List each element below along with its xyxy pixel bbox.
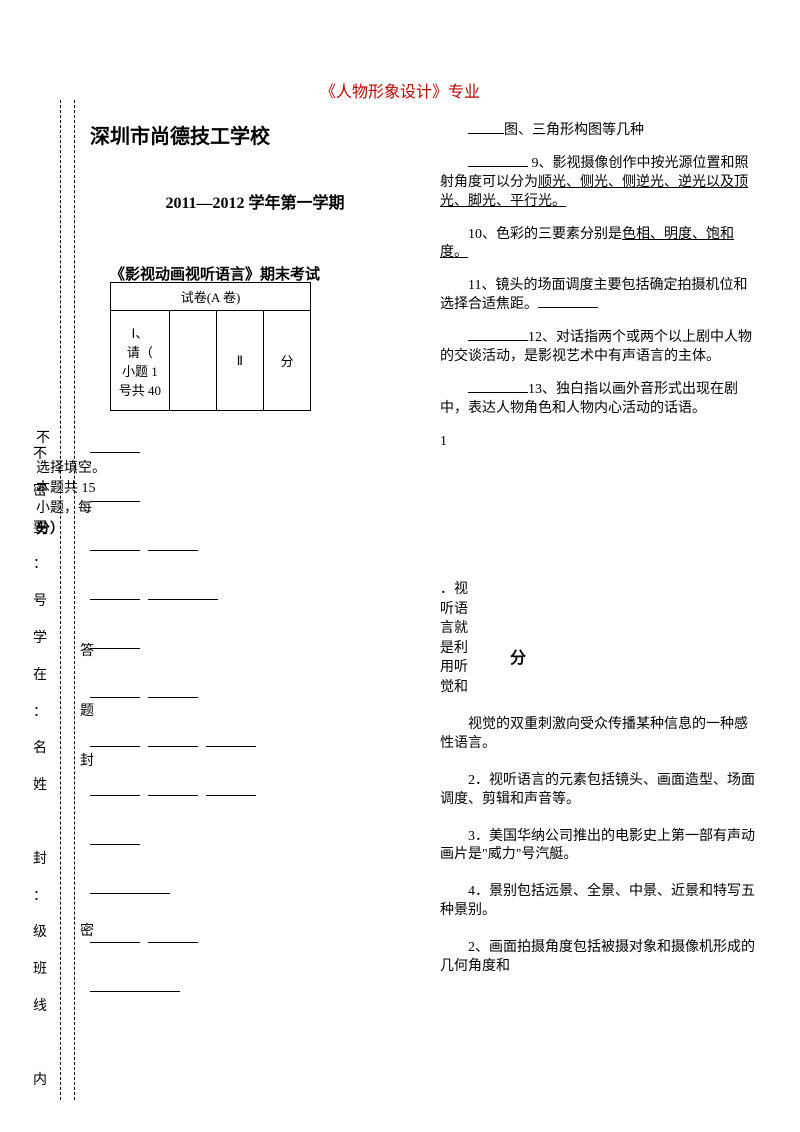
score-fen: 分: [510, 648, 526, 670]
q10: 10、色彩的三要素分别是色相、明度、饱和度。: [440, 226, 760, 264]
a2: 2．视听语言的元素包括镜头、画面造型、场面调度、剪辑和声音等。: [440, 772, 760, 810]
score-table: 试卷(A 卷) Ⅰ、 请（ 小题 1 号共 40 Ⅱ 分: [110, 282, 311, 411]
document-header: 《人物形象设计》专业: [0, 78, 800, 102]
a5: 2、画面拍摄角度包括被摄对象和摄像机形成的几何角度和: [440, 939, 760, 977]
margin-dashed-line-1: [60, 100, 61, 1100]
right-column-lower: 视觉的双重刺激向受众传播某种信息的一种感性语言。 2．视听语言的元素包括镜头、画…: [440, 716, 760, 995]
paper-label: 试卷(A 卷): [111, 283, 311, 311]
mid-narrow-block: ．视 听语 言就 是利 用听 觉和 分: [440, 580, 482, 698]
exam-title: 《影视动画视听语言》期末考试: [110, 263, 420, 284]
section-char-ti: 题: [80, 700, 94, 720]
semester-title: 2011—2012 学年第一学期: [90, 189, 420, 213]
school-name: 深圳市尚德技工学校: [90, 120, 420, 149]
left-column: 深圳市尚德技工学校 2011—2012 学年第一学期 《影视动画视听语言》期末考…: [90, 120, 420, 1019]
a3: 3．美国华纳公司推出的电影史上第一部有声动画片是"威力"号汽艇。: [440, 828, 760, 866]
q11: 11、镜头的场面调度主要包括确定拍摄机位和选择合适焦距。: [440, 277, 760, 315]
section-char-mi: 密: [80, 920, 94, 940]
a4: 4．景别包括远景、全景、中景、近景和特写五种景别。: [440, 883, 760, 921]
blank-answer-lines: [90, 431, 420, 1005]
section-char-da: 答: [80, 640, 94, 660]
q12: 12、对话指两个或两个以上剧中人物的交谈活动，是影视艺术中有声语言的主体。: [440, 329, 760, 367]
q-continuation: 图、三角形构图等几种: [440, 122, 760, 141]
a1: 视觉的双重刺激向受众传播某种信息的一种感性语言。: [440, 716, 760, 754]
q9: 9、影视摄像创作中按光源位置和照射角度可以分为顺光、侧光、侧逆光、逆光以及顶光、…: [440, 155, 760, 212]
q13: 13、独白指以画外音形式出现在剧中，表达人物角色和人物内心活动的话语。: [440, 381, 760, 419]
right-column-upper: 图、三角形构图等几种 9、影视摄像创作中按光源位置和照射角度可以分为顺光、侧光、…: [440, 122, 760, 452]
margin-dashed-line-2: [74, 100, 75, 1100]
section-char-feng: 封: [80, 750, 94, 770]
num-1: 1: [440, 433, 760, 452]
